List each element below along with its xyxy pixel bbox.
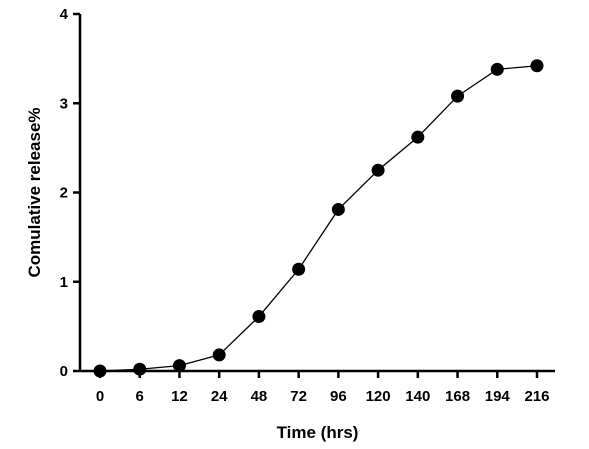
data-point: [530, 59, 544, 73]
data-point: [212, 348, 226, 362]
x-tick-label: 48: [251, 388, 268, 405]
series-line: [99, 65, 538, 372]
x-axis-title: Time (hrs): [277, 423, 359, 442]
series-layer: [93, 59, 544, 378]
data-point: [411, 130, 425, 144]
x-tick-label: 6: [136, 388, 144, 405]
y-tick-label: 4: [60, 6, 69, 23]
data-point: [133, 362, 147, 376]
x-tick-label: 12: [171, 388, 188, 405]
x-tick-label: 120: [366, 388, 391, 405]
x-tick-label: 168: [445, 388, 470, 405]
data-point: [292, 262, 306, 276]
data-point: [93, 364, 107, 378]
x-tick-label: 72: [290, 388, 307, 405]
x-tick-label: 140: [405, 388, 430, 405]
y-axis-title: Comulative release%: [25, 107, 44, 277]
y-tick-label: 3: [60, 95, 68, 112]
data-point: [451, 89, 465, 103]
x-tick-label: 0: [96, 388, 104, 405]
data-point: [252, 310, 266, 324]
data-point: [371, 163, 385, 177]
data-point: [490, 62, 504, 76]
y-tick-label: 1: [60, 274, 68, 291]
data-point: [331, 202, 345, 216]
x-tick-label: 24: [211, 388, 228, 405]
x-tick-label: 194: [485, 388, 511, 405]
x-tick-label: 96: [330, 388, 347, 405]
data-point: [172, 359, 186, 373]
y-tick-label: 2: [60, 185, 68, 202]
y-tick-label: 0: [60, 363, 68, 380]
x-tick-label: 216: [524, 388, 549, 405]
